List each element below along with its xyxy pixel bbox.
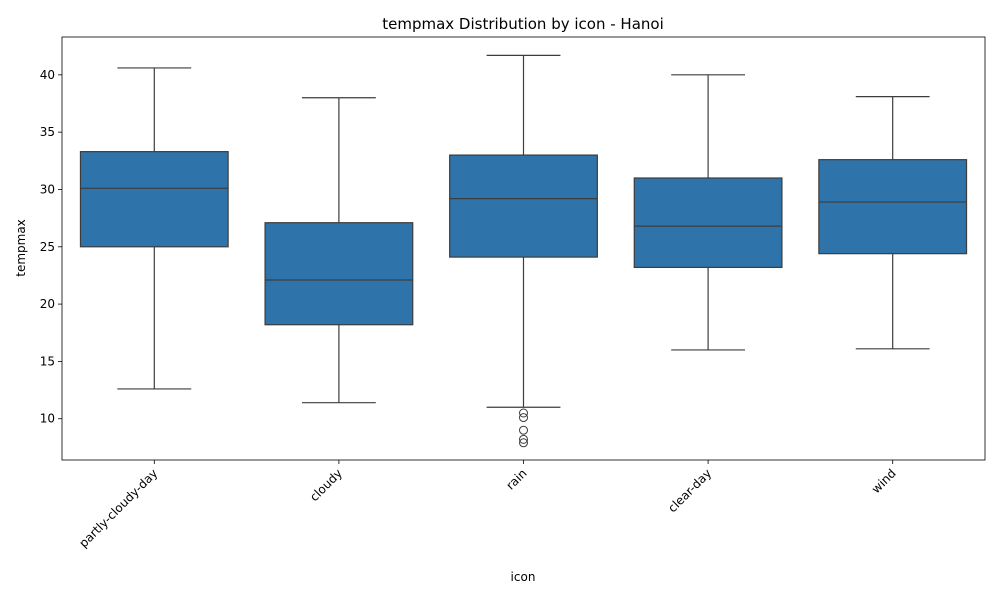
chart-title: tempmax Distribution by icon - Hanoi <box>382 15 664 33</box>
x-axis-label: icon <box>511 570 536 584</box>
iqr-box <box>818 159 968 255</box>
box-group-clear-day <box>633 74 783 351</box>
y-tick-label: 35 <box>40 125 55 139</box>
boxes-layer <box>79 54 968 448</box>
y-axis-label: tempmax <box>14 219 28 277</box>
iqr-box <box>264 222 414 326</box>
outlier-point <box>519 434 528 444</box>
y-tick-label: 30 <box>40 182 55 196</box>
box-group-rain <box>449 54 598 448</box>
box-group-partly-cloudy-day <box>79 67 229 390</box>
outlier-point <box>519 425 528 435</box>
x-tick-label: clear-day <box>665 466 714 515</box>
y-tick-label: 10 <box>40 412 55 426</box>
x-tick-label: wind <box>869 466 899 496</box>
box-group-cloudy <box>264 97 414 404</box>
x-tick-label: partly-cloudy-day <box>76 466 160 550</box>
x-tick-label: rain <box>503 466 529 492</box>
y-tick-label: 40 <box>40 68 55 82</box>
iqr-box <box>79 151 229 248</box>
x-axis: partly-cloudy-day cloudy rain clear-day wind <box>76 460 899 550</box>
outlier-point <box>519 438 528 448</box>
x-tick-label: cloudy <box>307 466 345 504</box>
y-tick-label: 20 <box>40 297 55 311</box>
outlier-point <box>519 413 528 423</box>
iqr-box <box>449 154 598 258</box>
outlier-point <box>519 408 528 418</box>
y-tick-label: 15 <box>40 354 55 368</box>
iqr-box <box>633 177 783 269</box>
y-axis: 10 15 20 25 30 35 40 <box>40 68 62 426</box>
y-tick-label: 25 <box>40 240 55 254</box>
box-group-wind <box>818 96 968 350</box>
